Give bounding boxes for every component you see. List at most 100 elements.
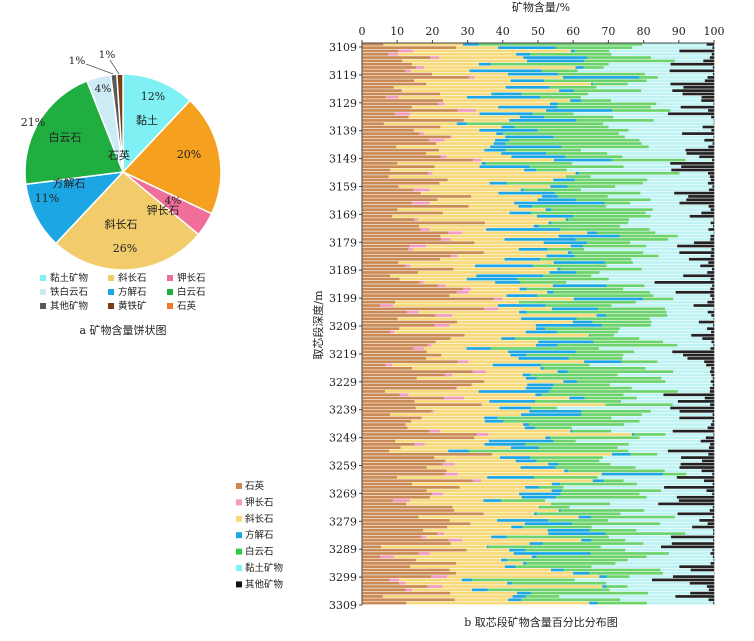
bar-segment [501,152,547,155]
legend-label: 黏土矿物 [245,562,284,574]
bar-segment [651,320,700,324]
bar-segment [551,482,561,486]
bar-segment [548,532,606,535]
bar-segment [410,565,506,569]
bar-segment [676,495,715,499]
bar-segment [713,538,715,542]
bar-segment [362,509,455,512]
bar-segment [712,482,715,486]
bar-segment [362,102,439,106]
bar-segment [448,538,463,542]
bar-segment [385,363,393,367]
bar-segment [411,419,486,423]
bar-segment [540,505,570,509]
bar-segment [710,178,715,182]
bar-segment [519,492,561,496]
bar-segment [679,466,715,469]
bar-segment [457,360,469,364]
bar-segment [362,472,445,476]
bar-segment [713,532,715,535]
bar-segment [426,489,552,492]
pie-value-label: 4% [165,195,182,207]
bar-segment [362,502,407,506]
bar-segment [490,145,562,149]
pie-value-label: 26% [113,242,137,255]
bar-segment [703,59,715,63]
bar-segment [712,413,715,416]
bar-segment [702,459,715,463]
bar-segment [711,52,715,56]
bar-segment [362,370,473,373]
bar-segment [504,565,516,569]
bar-segment [470,522,526,526]
bar-segment [414,218,419,221]
bar-segment [611,304,694,307]
bar-segment [563,485,665,489]
bar-segment [396,476,488,479]
bar-segment [414,443,425,446]
bar-segment [711,373,715,377]
bar-segment [532,204,607,208]
bar-segment [521,413,582,416]
bar-segment [495,138,510,142]
bar-segment [607,195,689,198]
bar-segment [399,327,537,331]
bar-segment [709,390,715,393]
bar-segment [596,231,656,235]
legend-label: 白云石 [177,286,206,298]
bar-segment [362,558,417,562]
pie-slice-label: 石英 [108,148,130,162]
bar-segment [449,135,452,139]
bar-segment [411,366,541,370]
bar-segment [405,581,508,585]
bar-segment [574,254,659,258]
bar-segment [566,168,672,172]
bar-segment [711,330,715,334]
bar-segment [418,515,579,519]
bar-segment [570,429,573,433]
bar-segment [439,181,490,185]
bar-segment [630,452,658,456]
bar-caption: b 取芯段矿物含量百分比分布图 [464,615,618,629]
stacked-bars [362,43,715,605]
bar-segment [431,492,443,496]
bar-segment [623,353,684,357]
legend-swatch [40,303,46,309]
bar-segment [611,158,686,162]
bar-segment [429,188,522,192]
bar-segment [613,333,692,337]
bar-segment [681,165,715,169]
bar-segment [662,472,687,476]
bar-segment [712,548,715,552]
bar-segment [518,204,533,208]
bar-segment [658,502,715,506]
bar-segment [557,406,671,410]
bar-segment [487,476,535,479]
bar-segment [474,76,564,79]
bar-segment [484,416,498,420]
bar-segment [694,241,715,245]
bar-segment [652,578,715,582]
bar-segment [536,459,600,463]
bar-segment [362,297,495,301]
bar-segment [580,188,710,192]
bar-segment [712,66,715,69]
bar-segment [442,462,455,466]
bar-segment [639,419,713,423]
bar-segment [362,320,458,324]
bar-segment [457,472,602,476]
bar-segment [679,171,709,175]
bar-segment [712,72,715,76]
bar-segment [710,238,715,241]
bar-segment [587,231,597,235]
bar-segment [362,373,446,377]
legend-swatch [236,565,242,571]
bar-segment [571,522,661,526]
bar-segment [505,85,550,89]
bar-segment [690,591,715,595]
legend-label: 石英 [177,300,197,312]
bar-segment [686,472,713,476]
bar-segment [397,317,522,321]
bar-segment [526,310,667,314]
bar-segment [362,201,412,205]
